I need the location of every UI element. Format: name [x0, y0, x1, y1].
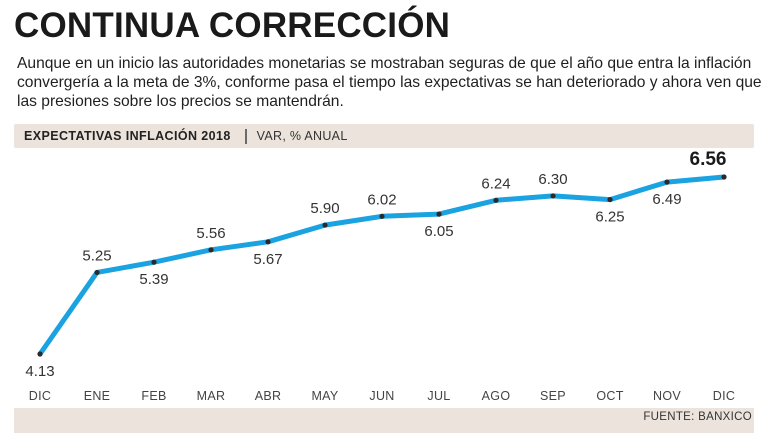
data-point [94, 269, 100, 276]
data-point [493, 197, 499, 203]
data-label: 6.05 [424, 223, 453, 240]
data-point [436, 211, 442, 217]
x-tick-label: NOV [653, 389, 681, 403]
x-tick-label: OCT [596, 389, 623, 403]
data-point [607, 196, 613, 203]
data-label: 5.56 [196, 225, 225, 242]
data-point [379, 213, 385, 219]
data-point [265, 239, 271, 245]
headline: CONTINUA CORRECCIÓN [14, 6, 451, 45]
data-label: 6.25 [595, 209, 624, 226]
x-tick-label: FEB [141, 389, 166, 403]
x-tick-label: JUL [427, 389, 450, 403]
plot-area [0, 149, 768, 433]
data-label: 6.24 [481, 175, 510, 192]
data-label: 6.30 [538, 171, 567, 188]
data-label: 6.49 [652, 191, 681, 208]
data-point [37, 351, 43, 357]
data-label: 4.13 [25, 363, 54, 380]
data-point [322, 222, 328, 228]
data-point [664, 179, 670, 185]
data-label: 5.25 [82, 247, 111, 264]
x-tick-label: MAR [197, 389, 226, 403]
x-tick-label: AGO [482, 389, 511, 403]
data-label: 6.56 [690, 149, 727, 170]
data-label: 5.39 [139, 271, 168, 288]
chart-title: EXPECTATIVAS INFLACIÓN 2018 [24, 129, 231, 143]
x-tick-label: DIC [29, 389, 51, 403]
deck-text: Aunque en un inicio las autoridades mone… [17, 55, 762, 110]
data-label: 5.67 [253, 251, 282, 268]
data-point [151, 259, 157, 265]
data-label: 6.02 [367, 191, 396, 208]
data-label: 5.90 [310, 200, 339, 217]
data-point [721, 174, 727, 180]
data-point [550, 193, 556, 199]
header-divider [244, 128, 247, 144]
x-tick-label: ABR [255, 389, 282, 403]
source-note: FUENTE: BANXICO [643, 411, 752, 423]
x-tick-label: MAY [311, 389, 338, 403]
x-tick-label: SEP [540, 389, 566, 403]
x-tick-label: ENE [84, 389, 111, 403]
x-tick-label: DIC [713, 389, 735, 403]
x-tick-label: JUN [369, 389, 394, 403]
chart-header-band: EXPECTATIVAS INFLACIÓN 2018 VAR, % ANUAL [14, 124, 754, 148]
x-axis-band [14, 408, 754, 433]
data-point [208, 247, 214, 253]
chart-unit: VAR, % ANUAL [256, 129, 348, 143]
